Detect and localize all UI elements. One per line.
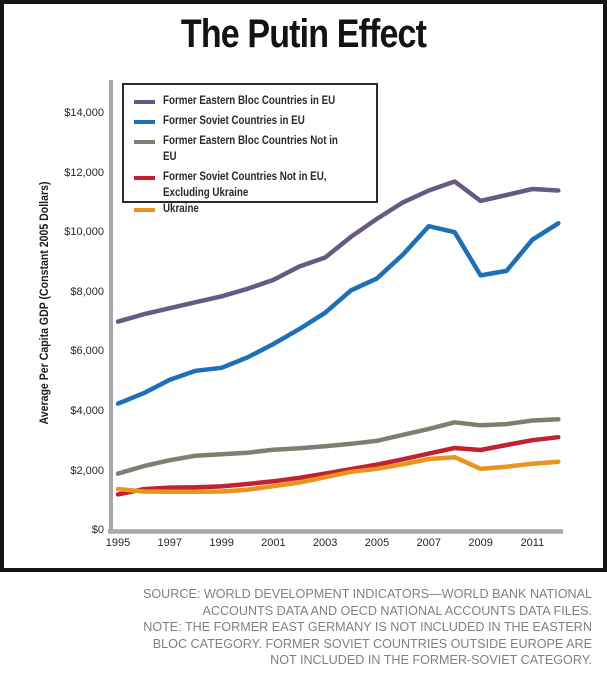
x-tick-label: 2011 xyxy=(520,537,545,549)
x-tick-label: 1995 xyxy=(105,537,131,549)
y-tick-label: $10,000 xyxy=(64,226,104,239)
legend-swatch xyxy=(134,176,155,180)
y-tick-label: $6,000 xyxy=(70,345,104,358)
plot-area xyxy=(108,80,563,534)
chart-title: The Putin Effect xyxy=(180,12,427,56)
x-tick-label: 1999 xyxy=(209,537,234,549)
y-tick-label: $4,000 xyxy=(70,405,104,417)
y-tick-label: $2,000 xyxy=(70,464,104,477)
x-tick-label: 2001 xyxy=(261,537,286,549)
caption-line: BLOC CATEGORY. FORMER SOVIET COUNTRIES O… xyxy=(152,636,592,651)
legend-item: Ukraine xyxy=(134,201,372,217)
legend-item: Former Eastern Bloc Countries in EU xyxy=(134,93,372,109)
legend-swatch xyxy=(134,208,155,212)
legend-swatch xyxy=(134,100,155,104)
legend-label: Former Soviet Countries Not in EU, Exclu… xyxy=(163,171,327,199)
legend-label: Former Soviet Countries in EU xyxy=(163,115,305,127)
line-series-3 xyxy=(115,417,561,476)
caption-line: NOT INCLUDED IN THE FORMER-SOVIET CATEGO… xyxy=(270,653,592,668)
y-tick-label: $12,000 xyxy=(64,166,104,179)
x-tick-label: 2003 xyxy=(312,537,338,549)
legend-label: Former Eastern Bloc Countries Not in EU xyxy=(163,135,338,163)
line-series-4 xyxy=(115,434,561,497)
legend-item: Former Eastern Bloc Countries Not in EU xyxy=(134,133,372,165)
x-tick-label: 2007 xyxy=(416,537,442,549)
x-tick-label: 1997 xyxy=(157,537,183,549)
line-series-5 xyxy=(115,454,561,495)
caption-line: ACCOUNTS DATA AND OECD NATIONAL ACCOUNTS… xyxy=(202,603,592,618)
caption-line: SOURCE: WORLD DEVELOPMENT INDICATORS—WOR… xyxy=(142,587,592,601)
source-note: SOURCE: WORLD DEVELOPMENT INDICATORS—WOR… xyxy=(28,586,592,669)
legend-label: Former Eastern Bloc Countries in EU xyxy=(163,95,336,107)
caption-line: NOTE: THE FORMER EAST GERMANY IS NOT INC… xyxy=(143,620,592,635)
y-tick-label: $8,000 xyxy=(70,285,104,298)
line-series-2 xyxy=(115,221,561,406)
y-tick-label: $14,000 xyxy=(64,107,104,119)
y-tick-label: $0 xyxy=(91,524,104,537)
legend-swatch xyxy=(134,120,155,124)
x-tick-label: 2005 xyxy=(364,537,390,549)
legend: Former Eastern Bloc Countries in EU Forme… xyxy=(122,83,378,215)
line-series-1 xyxy=(115,179,561,324)
x-tick-label: 2009 xyxy=(468,537,493,549)
legend-swatch xyxy=(134,140,155,144)
legend-item: Former Soviet Countries in EU xyxy=(134,113,372,129)
chart-panel: The Putin Effect Average Per Capita GDP … xyxy=(0,0,607,572)
legend-label: Ukraine xyxy=(163,203,199,215)
legend-item: Former Soviet Countries Not in EU, Exclu… xyxy=(134,169,372,201)
